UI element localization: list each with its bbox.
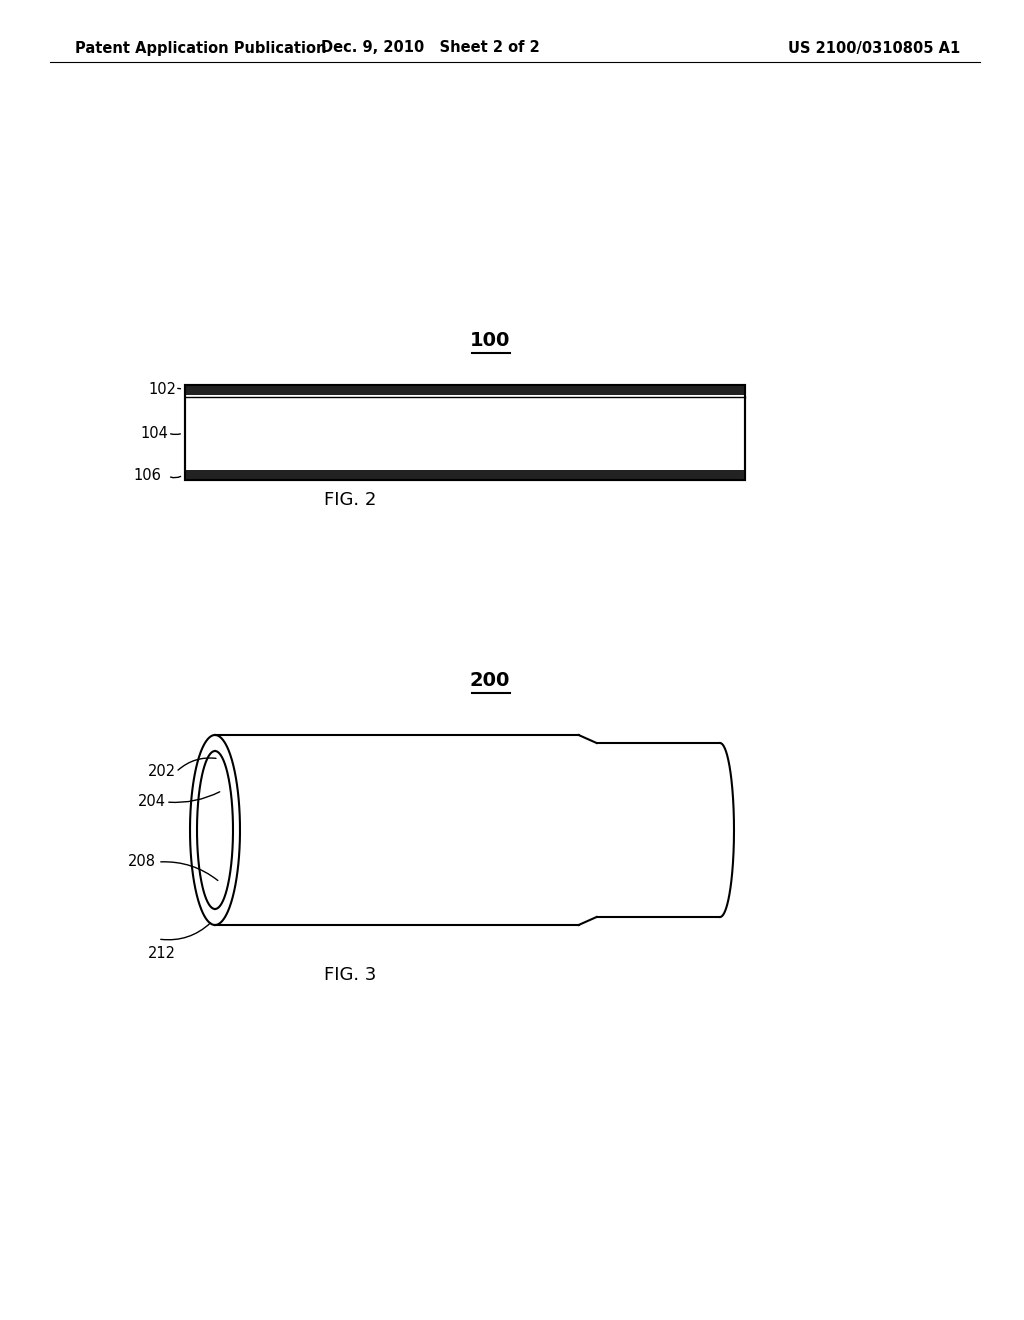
Text: 104: 104 (140, 425, 168, 441)
Bar (185, 385, 745, 480)
Bar (185, 470, 745, 480)
Polygon shape (215, 735, 720, 925)
Text: 106: 106 (133, 469, 161, 483)
Text: US 2100/0310805 A1: US 2100/0310805 A1 (787, 41, 961, 55)
Text: FIG. 2: FIG. 2 (324, 491, 376, 510)
Text: Dec. 9, 2010   Sheet 2 of 2: Dec. 9, 2010 Sheet 2 of 2 (321, 41, 540, 55)
Text: 208: 208 (128, 854, 156, 870)
Text: Patent Application Publication: Patent Application Publication (75, 41, 327, 55)
Text: 100: 100 (470, 331, 510, 350)
Text: 202: 202 (148, 764, 176, 780)
Text: 102: 102 (148, 381, 176, 396)
Text: 204: 204 (138, 795, 166, 809)
Text: 200: 200 (470, 671, 510, 690)
Text: 212: 212 (148, 945, 176, 961)
Bar (185, 385, 745, 480)
Text: FIG. 3: FIG. 3 (324, 966, 376, 983)
Bar (185, 385, 745, 395)
